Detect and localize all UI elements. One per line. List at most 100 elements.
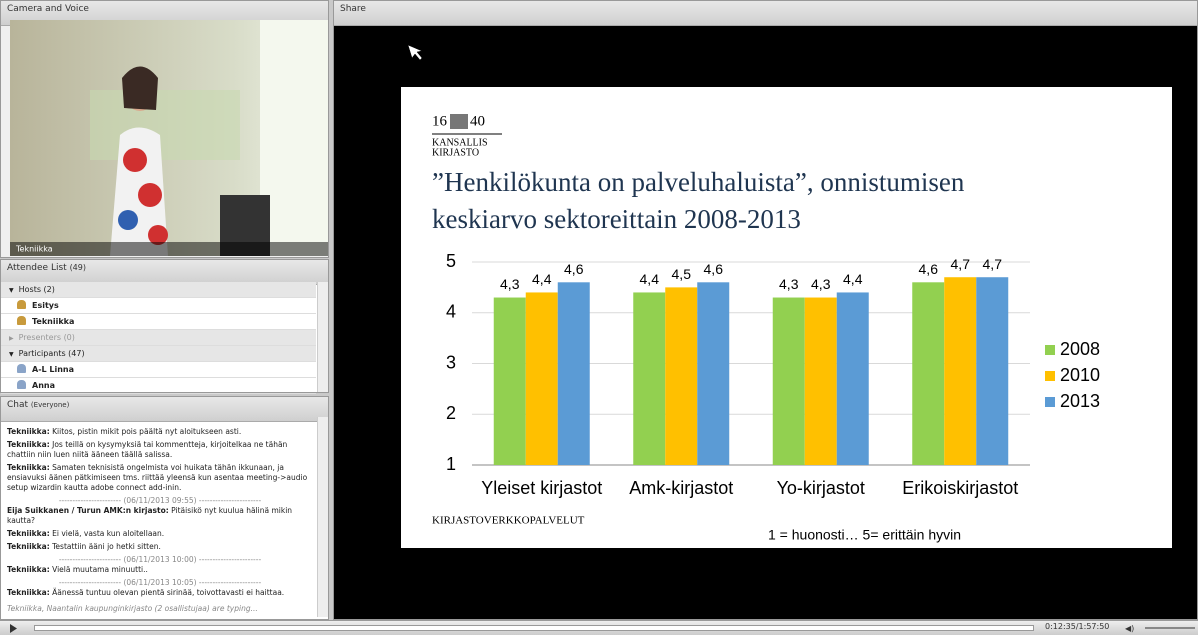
video-frame: Tekniikka [10,20,328,256]
group-label: Presenters (0) [19,333,75,342]
chat-separator: ----------------------- (06/11/2013 09:5… [7,496,313,506]
chat-text: Jos teillä on kysymyksiä tai kommentteja… [7,440,287,459]
bar [526,292,558,465]
chat-sender: Tekniikka: [7,529,50,538]
chat-text: Ei vielä, vasta kun aloitellaan. [52,529,164,538]
chat-message: Tekniikka: Ei vielä, vasta kun aloitella… [7,529,313,539]
chat-message: Tekniikka: Äänessä tuntuu olevan pientä … [7,588,313,598]
chat-message: Tekniikka: Jos teillä on kysymyksiä tai … [7,440,313,460]
progress-track[interactable] [34,625,1034,631]
attendee-icon [17,380,26,389]
chat-text: Vielä muutama minuutti.. [52,565,148,574]
attendee[interactable]: Esitys [1,298,316,314]
bar [633,292,665,465]
expand-toggle[interactable]: ▼ [9,287,14,294]
chat-sender: Tekniikka: [7,427,50,436]
attendee-icon [17,364,26,373]
bar [976,277,1008,465]
chat-sender: Tekniikka: [7,542,50,551]
logo-text: KIRJASTO [432,147,479,158]
attendee-name: Anna [32,381,55,390]
attendee[interactable]: A-L Linna [1,362,316,378]
chat-sender: Tekniikka: [7,565,50,574]
x-tick-label: Yo-kirjastot [777,478,865,498]
bar [773,298,805,465]
bar [912,282,944,465]
chat-message: Tekniikka: Samaten teknisistä ongelmista… [7,463,313,493]
logo-year: 16 [432,113,448,129]
chat-pod: Chat (Everyone) Tekniikka: Kiitos, pisti… [0,396,329,620]
video-label: Tekniikka [15,245,53,254]
expand-toggle[interactable]: ▶ [9,335,14,342]
value-label: 4,6 [919,261,939,277]
chat-sender: Eija Suikkanen / Turun AMK:n kirjasto: [7,506,169,515]
bar [697,282,729,465]
chat-scope: (Everyone) [31,401,69,409]
legend-label: 2010 [1060,365,1100,385]
x-tick-label: Amk-kirjastot [629,478,733,498]
value-label: 4,6 [704,261,724,277]
attendee-count: (49) [70,263,86,272]
group-label: Participants (47) [19,349,85,358]
group-label: Hosts (2) [19,285,55,294]
attendee-icon [17,300,26,309]
slide-footer: KIRJASTOVERKKOPALVELUT [432,515,585,527]
value-label: 4,5 [672,266,692,282]
legend-swatch [1045,371,1055,381]
chat-sender: Tekniikka: [7,463,50,472]
scrollbar[interactable] [317,282,328,392]
playback-time: 0:12:35/1:57:50 [1045,622,1109,631]
bar [837,292,869,465]
group-header[interactable]: ▶ Presenters (0) [1,330,316,346]
play-button[interactable] [10,624,18,633]
chat-text: Samaten teknisistä ongelmista voi huikat… [7,463,307,492]
chat-sender: Tekniikka: [7,440,50,449]
bar [805,298,837,465]
chat-message: Tekniikka: Testattiin ääni jo hetki sitt… [7,542,313,552]
scale-note: 1 = huonosti… 5= erittäin hyvin [768,527,961,543]
legend-label: 2013 [1060,391,1100,411]
attendee-name: Tekniikka [32,317,74,326]
volume-icon[interactable]: ◀) [1125,624,1134,633]
cursor [408,45,422,60]
volume-slider[interactable] [1145,627,1195,629]
chat-text: Kiitos, pistin mikit pois päältä nyt alo… [52,427,241,436]
camera-pod: Camera and Voice Tekniikka [0,0,329,258]
value-label: 4,3 [500,276,520,292]
chat-pod-header: Chat (Everyone) [1,397,328,422]
logo-year: 40 [470,113,485,129]
legend-swatch [1045,345,1055,355]
chat-sender: Tekniikka: [7,588,50,597]
x-tick-label: Erikoiskirjastot [902,478,1018,498]
attendee[interactable]: Tekniikka [1,314,316,330]
y-tick-label: 5 [446,251,456,271]
chat-message: Tekniikka: Vielä muutama minuutti.. [7,565,313,575]
value-label: 4,6 [564,261,584,277]
attendee-icon [17,316,26,325]
slide-title: keskiarvo sektoreittain 2008-2013 [432,204,801,234]
chat-separator: ----------------------- (06/11/2013 10:0… [7,578,313,588]
value-label: 4,4 [843,271,863,287]
shared-slide: 16 40 KANSALLIS KIRJASTO ”Henkilökunta o… [334,18,1198,620]
bar [944,277,976,465]
y-tick-label: 4 [446,302,456,322]
attendee-pod-title: Attendee List [7,263,67,273]
group-header[interactable]: ▼ Participants (47) [1,346,316,362]
y-tick-label: 3 [446,352,456,372]
bar [494,298,526,465]
attendee-name: A-L Linna [32,365,74,374]
chat-message: Tekniikka: Kiitos, pistin mikit pois pää… [7,427,313,437]
y-tick-label: 2 [446,403,456,423]
attendee[interactable]: Anna [1,378,316,394]
bar [665,287,697,465]
group-header[interactable]: ▼ Hosts (2) [1,282,316,298]
value-label: 4,7 [951,256,971,272]
logo-emblem [450,114,468,129]
scrollbar[interactable] [317,417,328,617]
attendee-pod: Attendee List (49) ▼ Hosts (2) Esitys Tekni… [0,259,329,393]
value-label: 4,4 [640,271,660,287]
expand-toggle[interactable]: ▼ [9,351,14,358]
value-label: 4,3 [779,276,799,292]
adobe-connect-window: Camera and Voice Tekniikka Attendee List… [0,0,1198,635]
chat-separator: ----------------------- (06/11/2013 10:0… [7,555,313,565]
